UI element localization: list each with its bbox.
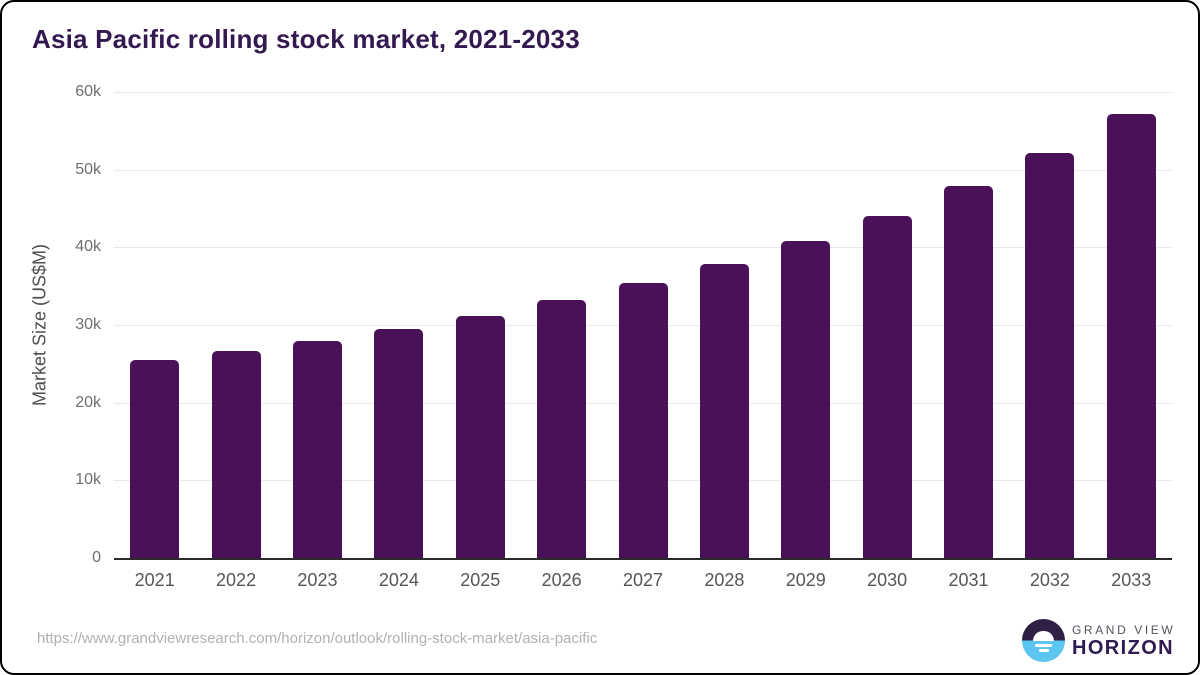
bar-2021 xyxy=(130,359,180,558)
x-tick-label-2028: 2028 xyxy=(704,570,745,590)
bar-2028 xyxy=(699,264,749,558)
y-tick-label-50k: 50k xyxy=(75,160,101,178)
source-url: https://www.grandviewresearch.com/horizo… xyxy=(37,630,598,647)
plot-area xyxy=(114,92,1172,560)
x-tick-label-2021: 2021 xyxy=(134,570,175,590)
bar-2022 xyxy=(211,350,261,558)
sunrise-logo-icon xyxy=(1022,619,1065,662)
x-tick-label-2024: 2024 xyxy=(378,570,419,590)
x-tick-label-2025: 2025 xyxy=(460,570,501,590)
x-tick-label-2032: 2032 xyxy=(1029,570,1070,590)
bar-2026 xyxy=(537,300,587,558)
bar-2033 xyxy=(1106,113,1156,558)
x-tick-label-2031: 2031 xyxy=(948,570,989,590)
bar-2030 xyxy=(862,216,912,558)
y-tick-label-30k: 30k xyxy=(75,316,101,333)
x-tick-label-2023: 2023 xyxy=(297,570,338,590)
sun-reflection-line xyxy=(1035,643,1052,647)
bar-2031 xyxy=(944,185,994,558)
y-tick-label-60k: 60k xyxy=(75,83,101,100)
sun-shape xyxy=(1033,630,1054,641)
x-tick-label-2027: 2027 xyxy=(622,570,664,590)
x-tick-label-2026: 2026 xyxy=(541,570,582,590)
bar-2024 xyxy=(374,328,424,558)
chart-title: Asia Pacific rolling stock market, 2021-… xyxy=(32,24,580,54)
logo-bottom-text: HORIZON xyxy=(1072,636,1175,659)
bar-2029 xyxy=(781,241,831,558)
x-tick-label-2029: 2029 xyxy=(785,570,826,590)
logo-text: GRAND VIEW HORIZON xyxy=(1072,623,1175,659)
grand-view-horizon-logo: GRAND VIEW HORIZON xyxy=(1022,619,1175,662)
logo-top-text: GRAND VIEW xyxy=(1072,622,1176,637)
x-tick-label-2033: 2033 xyxy=(1111,570,1152,590)
bar-2025 xyxy=(455,316,505,558)
gridline-40k xyxy=(114,247,1172,249)
bar-2027 xyxy=(618,283,668,558)
bar-2023 xyxy=(292,340,342,558)
gridline-50k xyxy=(114,169,1172,171)
gridline-60k xyxy=(114,92,1172,93)
y-tick-label-0: 0 xyxy=(92,549,101,566)
sun-reflection-line xyxy=(1038,649,1049,652)
x-tick-label-2030: 2030 xyxy=(867,570,908,590)
y-tick-label-10k: 10k xyxy=(75,471,101,489)
y-tick-label-40k: 40k xyxy=(75,238,101,256)
bar-2032 xyxy=(1025,152,1075,558)
x-tick-label-2022: 2022 xyxy=(216,570,257,590)
y-tick-label-20k: 20k xyxy=(75,393,101,411)
